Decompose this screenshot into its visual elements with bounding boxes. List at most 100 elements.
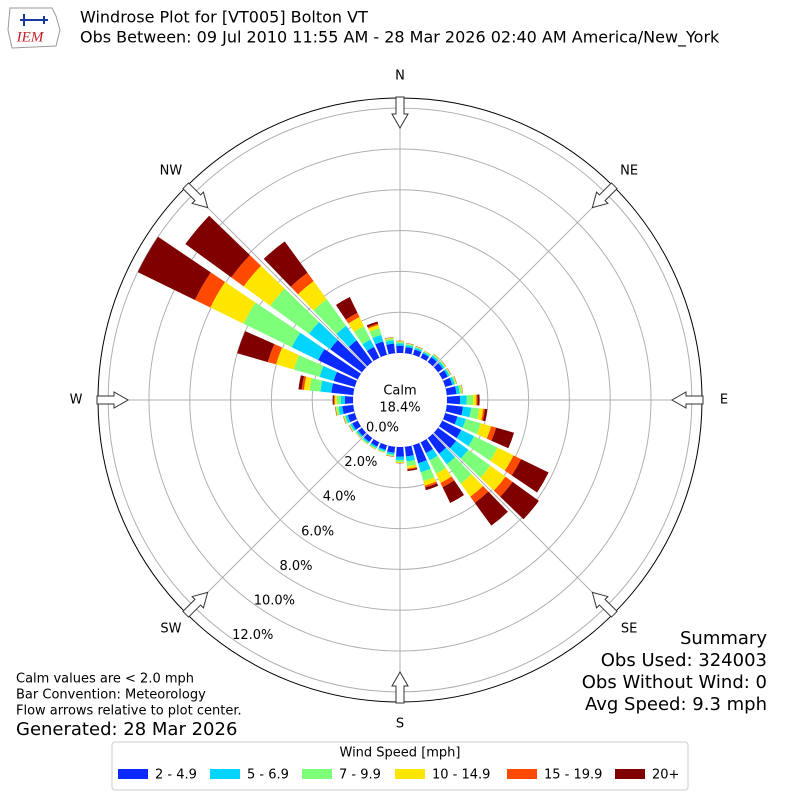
wind-bar-segment — [415, 345, 423, 349]
legend-label: 15 - 19.9 — [544, 768, 602, 783]
wind-bar-segment — [386, 454, 395, 457]
wind-bar-segment — [395, 341, 405, 342]
wind-bar-segment — [440, 476, 455, 488]
compass-arrow — [391, 96, 409, 130]
wind-bar-segment — [453, 375, 457, 384]
wind-bar-segment — [395, 459, 405, 463]
wind-bar-segment — [486, 426, 497, 441]
summary-line: Obs Without Wind: 0 — [582, 672, 767, 693]
wind-bar-segment — [477, 394, 480, 406]
wind-bar-segment — [352, 420, 362, 430]
wind-bar-segment — [466, 394, 474, 406]
wind-bar-segment — [412, 442, 427, 464]
note: Calm values are < 2.0 mph — [16, 672, 194, 687]
wind-bar-segment — [435, 468, 452, 483]
wind-bar-segment — [137, 236, 211, 300]
wind-bar-segment — [447, 368, 452, 376]
legend-label: 5 - 6.9 — [247, 768, 289, 783]
wind-bar-segment — [338, 406, 344, 415]
wind-bar-segment — [480, 465, 506, 491]
wind-bar-segment — [303, 376, 312, 391]
title: Windrose Plot for [VT005] Bolton VT — [80, 8, 368, 27]
note: Bar Convention: Meteorology — [16, 688, 206, 703]
compass-label: E — [720, 393, 728, 408]
legend-swatch — [615, 769, 645, 779]
wind-bar-segment — [442, 480, 465, 503]
wind-bar-segment — [491, 427, 515, 449]
wind-bar-segment — [423, 477, 437, 486]
logo-graphic — [20, 14, 48, 26]
legend-title: Wind Speed [mph] — [340, 746, 461, 761]
wind-bar-segment — [405, 455, 415, 462]
y-tick-label: 10.0% — [254, 594, 295, 609]
wind-bar-segment — [377, 450, 385, 454]
wind-bar-segment — [454, 416, 466, 428]
wind-bar-segment — [461, 384, 463, 394]
wind-bar-segment — [333, 371, 358, 388]
wind-bar-segment — [384, 337, 394, 339]
wind-bar-segment — [412, 349, 422, 358]
wind-bar-segment — [343, 416, 347, 425]
legend-swatch — [395, 769, 425, 779]
wind-bar-segment — [363, 433, 373, 442]
note: Flow arrows relative to plot center. — [16, 704, 242, 719]
wind-bar-segment — [348, 424, 353, 432]
wind-bar-segment — [345, 414, 351, 424]
wind-bar-segment — [367, 323, 379, 329]
grid-spoke — [432, 432, 613, 613]
wind-bar-segment — [423, 350, 431, 356]
wind-bar-segment — [384, 337, 394, 340]
wind-bar-segment — [318, 349, 362, 380]
wind-bar-segment — [469, 407, 480, 420]
wind-bar-segment — [343, 416, 347, 425]
compass-label: NW — [160, 163, 183, 178]
wind-bar-segment — [451, 376, 456, 385]
compass-label: NE — [620, 163, 638, 178]
wind-bar-segment — [362, 438, 369, 445]
wind-bar-segment — [330, 339, 367, 373]
wind-bar-segment — [449, 376, 455, 386]
logo-text: IEM — [16, 29, 45, 45]
wind-bar-segment — [476, 423, 492, 439]
wind-bar-segment — [348, 424, 354, 432]
wind-bar-segment — [369, 328, 382, 339]
wind-bar-segment — [404, 445, 414, 457]
wind-bar-segment — [468, 436, 498, 461]
wind-bar-segment — [438, 420, 462, 439]
wind-bar-segment — [470, 486, 489, 503]
wind-bar-segment — [418, 460, 431, 473]
wind-bar-segment — [354, 326, 371, 345]
grid-spoke — [432, 187, 613, 368]
wind-bar-segment — [407, 466, 417, 470]
grid-spoke — [187, 187, 368, 368]
wind-bar-segment — [442, 412, 458, 425]
wind-bar-segment — [194, 272, 226, 308]
wind-bar-segment — [500, 481, 539, 520]
wind-bar-segment — [386, 455, 395, 457]
wind-bar-segment — [462, 418, 481, 435]
wind-bar-segment — [369, 444, 377, 450]
compass-arrow — [591, 591, 618, 618]
legend-swatch — [210, 769, 240, 779]
wind-bar-segment — [342, 404, 355, 415]
wind-bar-segment — [453, 375, 457, 384]
wind-bar-segment — [331, 383, 355, 396]
calm-circle — [353, 353, 447, 447]
wind-bar-segment — [472, 394, 477, 406]
wind-bar-segment — [477, 408, 484, 421]
compass-label: N — [395, 69, 405, 84]
wind-bar-segment — [453, 376, 457, 384]
wind-bar-segment — [414, 346, 423, 351]
wind-bar-segment — [461, 384, 463, 394]
wind-bar-segment — [490, 447, 514, 471]
compass-arrow — [670, 391, 704, 409]
legend-label: 7 - 9.9 — [339, 768, 381, 783]
wind-bar-segment — [386, 453, 395, 457]
wind-bar-segment — [290, 272, 314, 295]
y-tick-label: 2.0% — [344, 455, 377, 470]
wind-bar-segment — [355, 432, 361, 439]
wind-bar-segment — [348, 340, 373, 367]
wind-bar-segment — [406, 464, 417, 469]
wind-bar-segment — [427, 357, 437, 367]
wind-bar-segment — [405, 343, 414, 346]
